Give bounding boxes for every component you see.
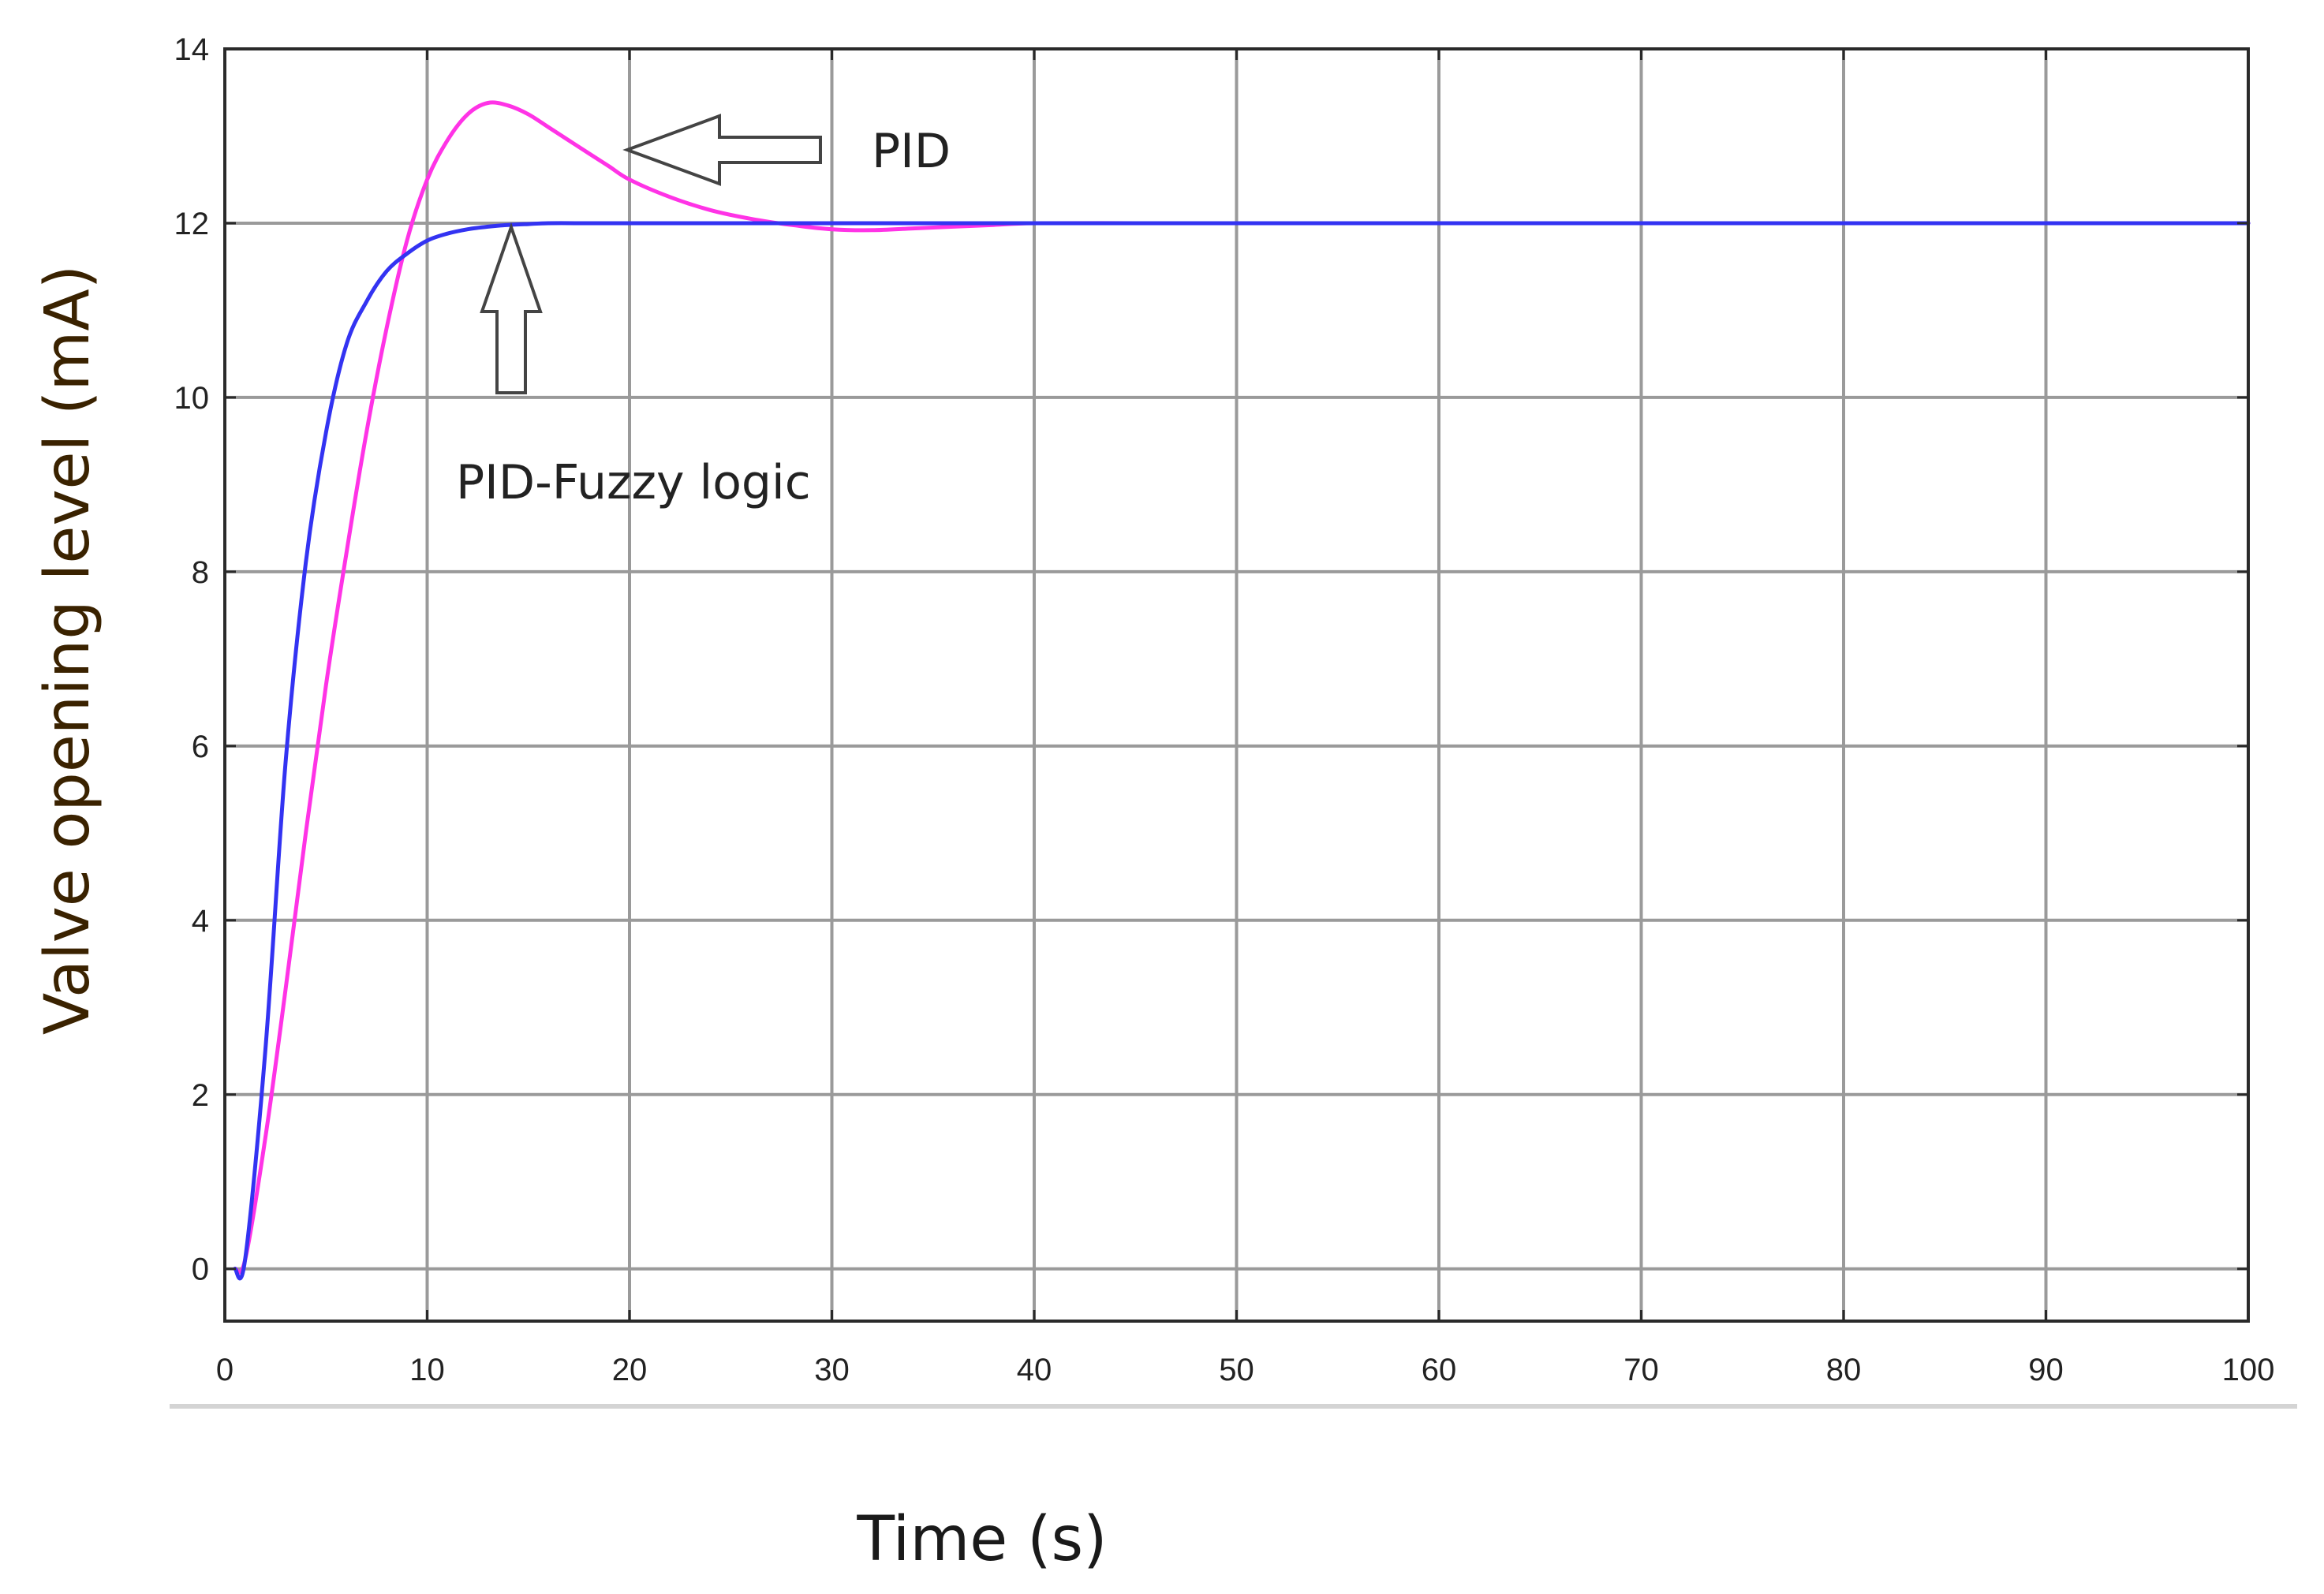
x-tick-label: 10: [409, 1353, 445, 1387]
series-layer: [233, 100, 2251, 1281]
y-axis-label: Valve opening level (mA): [32, 265, 103, 1035]
x-tick-label: 90: [2028, 1353, 2064, 1387]
y-tick-label: 0: [192, 1252, 209, 1287]
x-axis-label: Time (s): [856, 1504, 1107, 1575]
x-tick-label: 100: [2222, 1353, 2275, 1387]
pid-fuzzy-annotation-label: PID-Fuzzy logic: [456, 455, 811, 510]
annotations: PID PID-Fuzzy logic: [456, 114, 951, 510]
y-tick-label: 2: [192, 1078, 209, 1113]
tick-labels: 0 10 20 30 40 50 60 70 80 90 100 0 2 4 6 8 10 12 14: [174, 32, 2275, 1387]
x-tick-label: 30: [814, 1353, 850, 1387]
x-tick-label: 60: [1422, 1353, 1457, 1387]
y-tick-label: 10: [174, 381, 210, 416]
ticks: [223, 47, 2250, 1321]
y-tick-label: 8: [192, 555, 209, 590]
series-line-pid-fuzzy-logic: [233, 221, 2251, 1281]
x-tick-label: 40: [1017, 1353, 1052, 1387]
y-tick-label: 6: [192, 730, 209, 764]
x-tick-label: 0: [216, 1353, 234, 1387]
x-tick-label: 80: [1826, 1353, 1862, 1387]
x-tick-label: 20: [612, 1353, 648, 1387]
x-tick-label: 50: [1219, 1353, 1254, 1387]
y-tick-label: 14: [174, 32, 210, 67]
pid-fuzzy-arrow-shape: [480, 222, 543, 394]
x-tick-label: 70: [1623, 1353, 1659, 1387]
pid-annotation-label: PID: [872, 124, 951, 179]
y-tick-label: 12: [174, 207, 210, 241]
pid-arrow: [622, 114, 822, 186]
y-tick-label: 4: [192, 904, 209, 939]
